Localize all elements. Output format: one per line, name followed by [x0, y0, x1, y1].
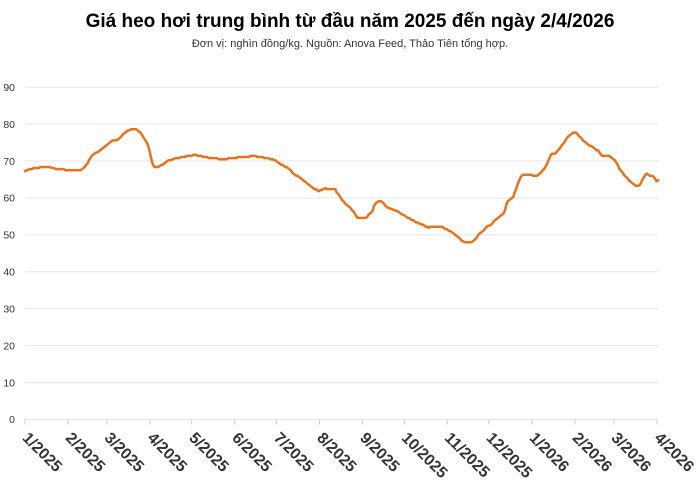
svg-text:50: 50 — [3, 230, 15, 242]
svg-text:60: 60 — [3, 193, 15, 205]
svg-text:70: 70 — [3, 156, 15, 168]
svg-text:90: 90 — [3, 82, 15, 94]
svg-text:Giá heo hơi trung bình từ đầu: Giá heo hơi trung bình từ đầu năm 2025 đ… — [86, 11, 615, 32]
svg-text:Đơn vị: nghìn đồng/kg. Nguồn:: Đơn vị: nghìn đồng/kg. Nguồn: Anova Feed… — [192, 38, 508, 50]
svg-text:30: 30 — [3, 303, 15, 315]
svg-text:20: 20 — [3, 340, 15, 352]
svg-text:80: 80 — [3, 119, 15, 131]
svg-text:40: 40 — [3, 267, 15, 279]
svg-text:0: 0 — [9, 414, 15, 426]
svg-text:10: 10 — [3, 377, 15, 389]
